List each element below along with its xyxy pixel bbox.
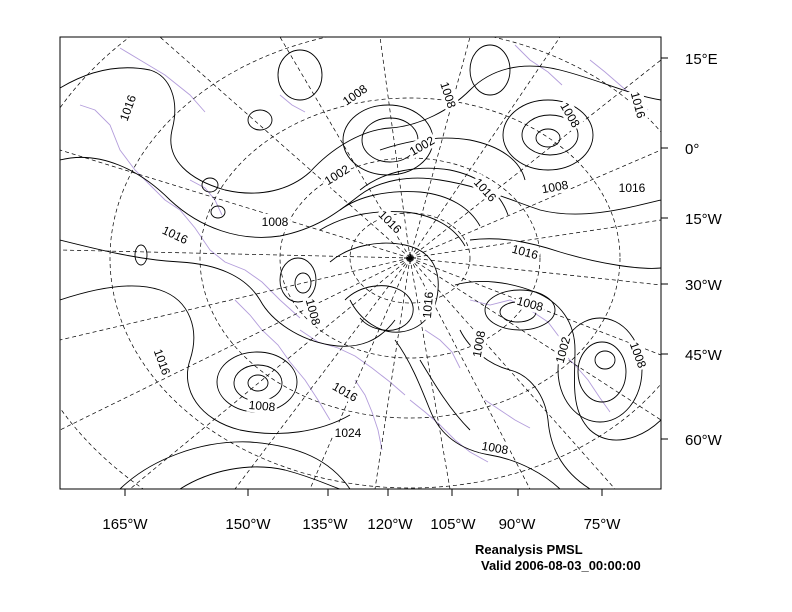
- svg-text:1008: 1008: [627, 340, 649, 370]
- contour-label: 1002: [551, 333, 574, 367]
- caption-valid: Valid 2006-08-03_00:00:00: [481, 558, 641, 573]
- right-label: 30°W: [685, 277, 723, 294]
- svg-text:1008: 1008: [248, 398, 276, 414]
- contour-label: 1008: [260, 214, 290, 229]
- contour-label: 1008: [513, 292, 547, 315]
- right-label: 60°W: [685, 432, 723, 449]
- svg-text:1008: 1008: [303, 297, 324, 327]
- pole-marker: [404, 252, 416, 264]
- contour-label: 1016: [158, 221, 192, 248]
- contour-label: 1008: [479, 437, 512, 458]
- right-label: 15°W: [685, 211, 723, 228]
- contour-label: 1008: [468, 327, 489, 360]
- contour-label: 1016: [418, 289, 437, 321]
- contour-label: 1008: [556, 98, 585, 132]
- svg-text:1024: 1024: [335, 426, 362, 440]
- right-label: 15°E: [685, 51, 718, 68]
- contour-label: 1008: [302, 295, 325, 329]
- contour-label: 1016: [617, 180, 647, 195]
- svg-text:1008: 1008: [437, 80, 459, 110]
- svg-text:1016: 1016: [510, 242, 540, 263]
- svg-text:1008: 1008: [262, 215, 289, 229]
- bottom-label: 165°W: [102, 516, 148, 533]
- bottom-label: 120°W: [367, 516, 413, 533]
- contour-label: 1008: [538, 176, 571, 197]
- svg-text:1008: 1008: [481, 439, 510, 457]
- svg-text:1016: 1016: [117, 93, 139, 123]
- contour-label: 1016: [328, 377, 362, 406]
- contour-label: 1016: [150, 345, 175, 379]
- bottom-axis: 165°W 150°W 135°W 120°W 105°W 90°W 75°W: [102, 489, 621, 533]
- contour-label: 1002: [320, 160, 354, 189]
- contour-label: 1016: [508, 240, 542, 263]
- contour-label: 1016: [374, 205, 407, 238]
- bottom-label: 90°W: [499, 516, 537, 533]
- svg-text:1016: 1016: [420, 291, 436, 319]
- right-axis: 15°E 0° 15°W 30°W 45°W 60°W: [661, 51, 723, 449]
- bottom-label: 105°W: [430, 516, 476, 533]
- contour-label: 1008: [246, 396, 278, 415]
- right-label: 0°: [685, 141, 699, 158]
- svg-text:1008: 1008: [470, 329, 488, 358]
- svg-text:1008: 1008: [515, 294, 545, 315]
- contour-label: 1008: [338, 79, 372, 110]
- contour-label: 1024: [333, 425, 363, 440]
- svg-text:1008: 1008: [541, 178, 570, 196]
- bottom-label: 75°W: [584, 516, 622, 533]
- contour-label: 1008: [436, 78, 461, 112]
- svg-text:1016: 1016: [151, 347, 173, 377]
- svg-text:1016: 1016: [619, 181, 646, 195]
- contour-labels: 1016 1008 1008 1002 1002 1008 1016 1016 …: [115, 78, 651, 458]
- contour-label: 1016: [115, 91, 140, 125]
- caption-title: Reanalysis PMSL: [475, 542, 583, 557]
- bottom-label: 150°W: [225, 516, 271, 533]
- svg-text:1016: 1016: [628, 90, 649, 120]
- contour-label: 1008: [626, 338, 651, 372]
- plot-frame: [59, 36, 662, 490]
- bottom-label: 135°W: [302, 516, 348, 533]
- right-label: 45°W: [685, 347, 723, 364]
- svg-text:1002: 1002: [553, 335, 574, 365]
- contour-label: 1016: [627, 88, 650, 122]
